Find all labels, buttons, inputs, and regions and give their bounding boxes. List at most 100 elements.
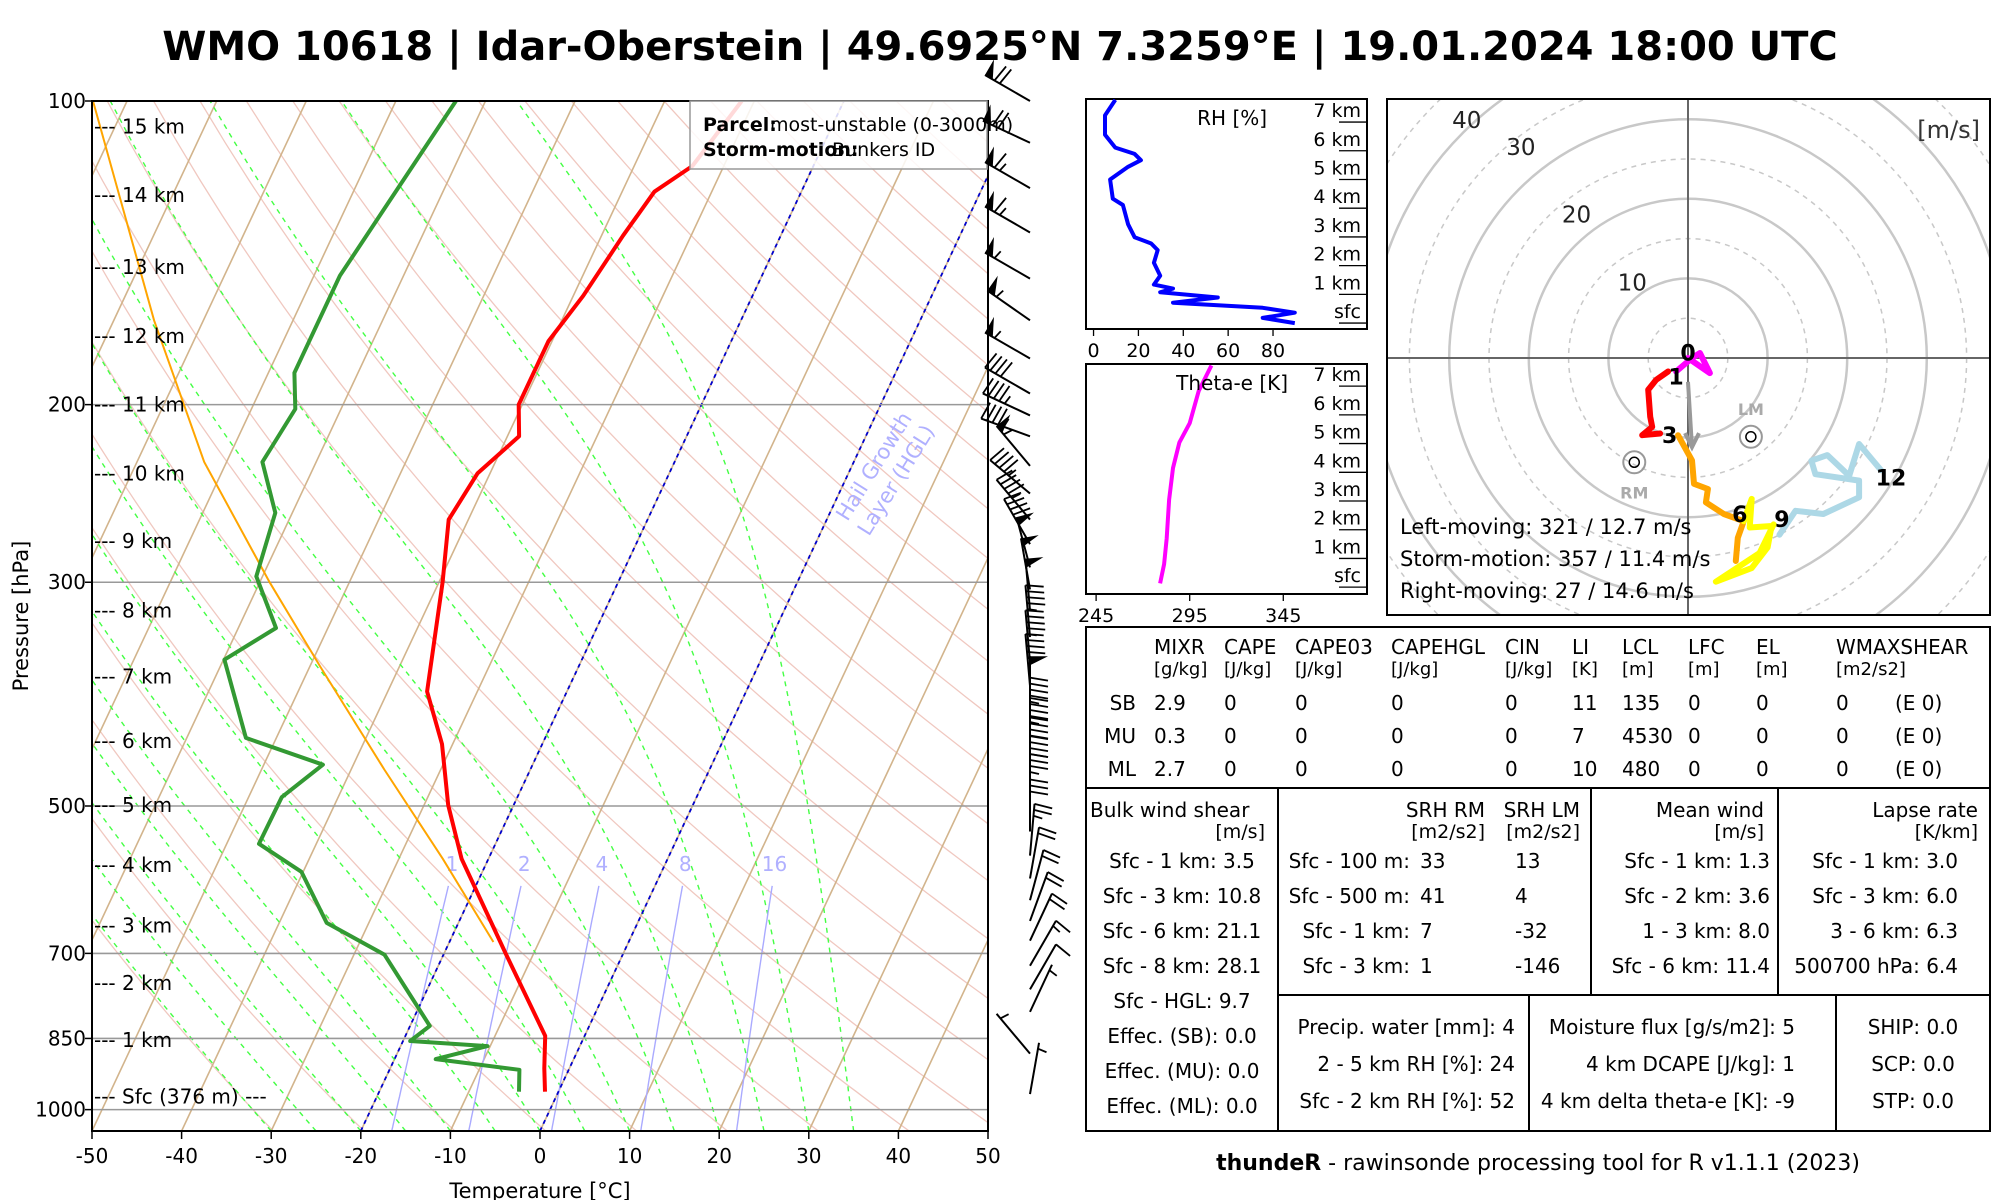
mean-wind-item: Sfc - 6 km: 11.4 (1612, 954, 1770, 978)
param-cell: 0 (1836, 691, 1849, 715)
shear-unit: [m/s] (1215, 821, 1265, 843)
barb-full (1003, 491, 1022, 500)
moist-adiabat (341, 101, 810, 1131)
barb-staff (984, 161, 1031, 189)
mean-wind-item: Sfc - 1 km: 1.3 (1624, 849, 1770, 873)
isotherm (449, 101, 935, 1131)
isotherm (897, 938, 988, 1131)
param-header: CAPE03 (1295, 635, 1373, 659)
barb-full (1029, 784, 1049, 790)
barb-flag (1025, 557, 1044, 568)
wind-barb (984, 59, 1031, 102)
wind-barb (1029, 849, 1061, 901)
barb-staff (984, 251, 1031, 280)
x-tick-label: 30 (796, 1144, 821, 1168)
param-unit: [m] (1622, 659, 1654, 680)
ring-label: 40 (1452, 108, 1481, 134)
param-cell: 0 (1224, 691, 1237, 715)
wind-barb (1029, 943, 1071, 990)
param-unit: [J/kg] (1391, 659, 1438, 680)
barb-full (1003, 478, 1021, 490)
isotherm (180, 101, 666, 1131)
moist-adiabat (92, 742, 407, 1131)
barb-full (1006, 497, 1025, 506)
param-cell: 0 (1224, 757, 1237, 781)
barb-full (1025, 609, 1044, 613)
param-cell: 0 (1295, 724, 1308, 748)
wind-barb (984, 190, 1031, 234)
y-tick-label: 700 (48, 941, 86, 965)
barb-full (999, 474, 1017, 486)
isotherm (92, 101, 307, 560)
x-tick-label: -30 (255, 1144, 288, 1168)
shear-item: Effec. (SB): 0.0 (1107, 1024, 1256, 1048)
barb-full (998, 385, 1011, 402)
x-tick-label: -20 (344, 1144, 377, 1168)
srh-rm-value: 1 (1420, 954, 1433, 978)
height-mark: 0 (1680, 341, 1695, 366)
barb-full (1029, 694, 1049, 700)
rm-marker-dot (1628, 456, 1641, 469)
param-cell: 0 (1688, 757, 1701, 781)
lapse-item: 3 - 6 km: 6.3 (1830, 919, 1958, 943)
param-header: CAPE (1224, 635, 1276, 659)
param-cell: 135 (1622, 691, 1660, 715)
dry-adiabat (92, 432, 728, 1131)
param-cell: 0 (1756, 691, 1769, 715)
barb-staff (986, 289, 1031, 322)
barb-full (1034, 802, 1053, 810)
barb-full (994, 358, 1008, 375)
x-tick-label: 0 (1087, 340, 1099, 362)
x-tick-label: 20 (706, 1144, 731, 1168)
barb-full (1026, 596, 1045, 600)
height-mark: 12 (1876, 466, 1907, 491)
barb-flag (984, 316, 994, 337)
barb-staff (1029, 943, 1057, 990)
lapse-item: 500700 hPa: 6.4 (1794, 954, 1958, 978)
param-unit: [m] (1688, 659, 1720, 680)
x-tick-label: 10 (617, 1144, 642, 1168)
dry-adiabat (385, 101, 988, 715)
mean-wind-item: 1 - 3 km: 8.0 (1642, 919, 1770, 943)
srh-lm-unit: [m2/s2] (1506, 821, 1580, 843)
param-cell: 2.9 (1154, 691, 1186, 715)
moist-adiabat (209, 101, 765, 1131)
height-label: --- 15 km (94, 115, 185, 139)
isotherm (270, 101, 755, 1131)
barb-full (1029, 765, 1049, 770)
dry-adiabat (431, 101, 988, 662)
barb-full (1025, 584, 1044, 588)
arrow-head-icon (1683, 432, 1701, 452)
barb-half (1003, 395, 1011, 405)
barb-full (1029, 716, 1049, 722)
barb-half (1037, 1047, 1047, 1054)
storm-motion-label: Storm-motion: (703, 139, 859, 161)
footer-text: - rawinsonde processing tool for R v1.1.… (1321, 1151, 1860, 1176)
param-cell: 0.3 (1154, 724, 1186, 748)
param-cell: 0 (1505, 757, 1518, 781)
param-cell: (E 0) (1895, 691, 1942, 715)
srh-rm-title: SRH RM (1406, 798, 1485, 822)
wind-barb (986, 275, 1031, 322)
param-header: LI (1572, 635, 1589, 659)
x-tick-label: -50 (76, 1144, 109, 1168)
height-label: 5 km (1313, 422, 1361, 444)
wind-barb (1029, 778, 1049, 832)
param-header: LFC (1688, 635, 1725, 659)
param-cell: 10 (1572, 757, 1597, 781)
barb-full (1029, 715, 1049, 720)
flux-item: 4 km DCAPE [J/kg]: 1 (1586, 1052, 1795, 1076)
barb-full (1026, 651, 1046, 655)
barb-staff (1024, 610, 1031, 663)
barb-full (1025, 639, 1045, 643)
isotherm (92, 101, 576, 1131)
isotherm (628, 364, 988, 1131)
wind-barb (1029, 964, 1058, 1013)
y-tick-label: 850 (48, 1026, 86, 1050)
parcel-line (92, 101, 495, 943)
height-label: 5 km (1313, 157, 1361, 179)
param-unit: [J/kg] (1295, 659, 1342, 680)
barb-half (1052, 925, 1061, 933)
theta-e-panel: Theta-e [K] sfc 1 km 2 km 3 km 4 km 5 km 6 km 7 … (1078, 363, 1368, 627)
y-tick-label: 300 (48, 570, 86, 594)
